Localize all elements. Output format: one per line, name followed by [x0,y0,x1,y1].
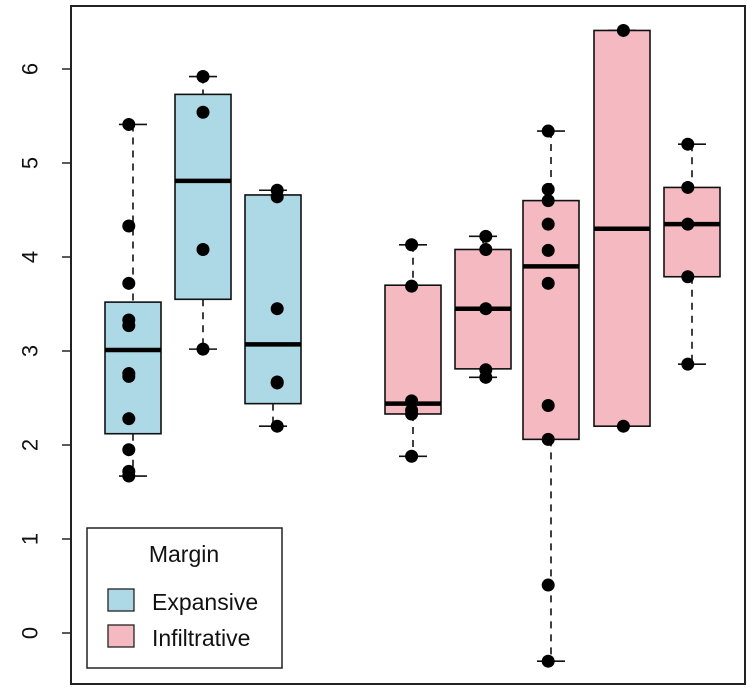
box-body [174,93,232,301]
data-point [122,367,136,381]
boxes-layer [104,23,721,668]
data-point [122,443,136,457]
data-point [681,217,695,231]
data-point [405,279,419,293]
data-point [479,363,493,377]
box-body [244,194,302,405]
data-point [541,182,555,196]
data-point [270,302,284,316]
data-point [681,180,695,194]
y-tick-label: 6 [18,63,43,75]
data-point [122,276,136,290]
y-axis: 0 1 2 3 4 5 6 [18,63,72,639]
data-point [681,137,695,151]
y-tick-label: 5 [18,157,43,169]
data-point [122,412,136,426]
y-tick-label: 4 [18,251,43,263]
box-body [522,199,580,441]
data-point [405,449,419,463]
legend: Margin Expansive Infiltrative [86,527,283,669]
data-point [479,229,493,243]
data-point [122,464,136,478]
data-point [122,117,136,131]
box-7 [593,23,651,433]
data-point [196,242,210,256]
y-tick-label: 2 [18,439,43,451]
data-point [541,194,555,208]
data-point [405,238,419,252]
data-point [541,217,555,231]
legend-swatch-infiltrative [107,624,135,648]
legend-title: Margin [149,541,219,567]
data-point [541,399,555,413]
data-point [270,419,284,433]
data-point [270,375,284,389]
data-point [681,357,695,371]
data-point [541,654,555,668]
box-body [663,186,721,278]
y-tick-label: 0 [18,627,43,639]
data-point [270,183,284,197]
data-point [541,432,555,446]
data-point [681,270,695,284]
y-tick-label: 3 [18,345,43,357]
box-8 [663,137,721,371]
box-6 [522,124,580,668]
data-point [122,313,136,327]
legend-label-expansive: Expansive [152,589,258,615]
legend-swatch-expansive [107,588,135,612]
data-point [405,403,419,417]
data-point [479,302,493,316]
data-point [541,276,555,290]
box-body [384,284,442,415]
y-tick-label: 1 [18,533,43,545]
box-3 [244,183,302,433]
data-point [122,219,136,233]
data-point [541,124,555,138]
legend-label-infiltrative: Infiltrative [152,625,250,651]
box-4 [384,238,442,463]
box-2 [174,70,232,356]
data-point [196,342,210,356]
data-point [196,105,210,119]
data-point [405,394,419,408]
data-point [541,578,555,592]
data-point [616,23,630,37]
data-point [196,70,210,84]
data-point [479,242,493,256]
box-5 [454,229,512,384]
data-point [616,419,630,433]
box-1 [104,117,162,483]
data-point [541,243,555,257]
